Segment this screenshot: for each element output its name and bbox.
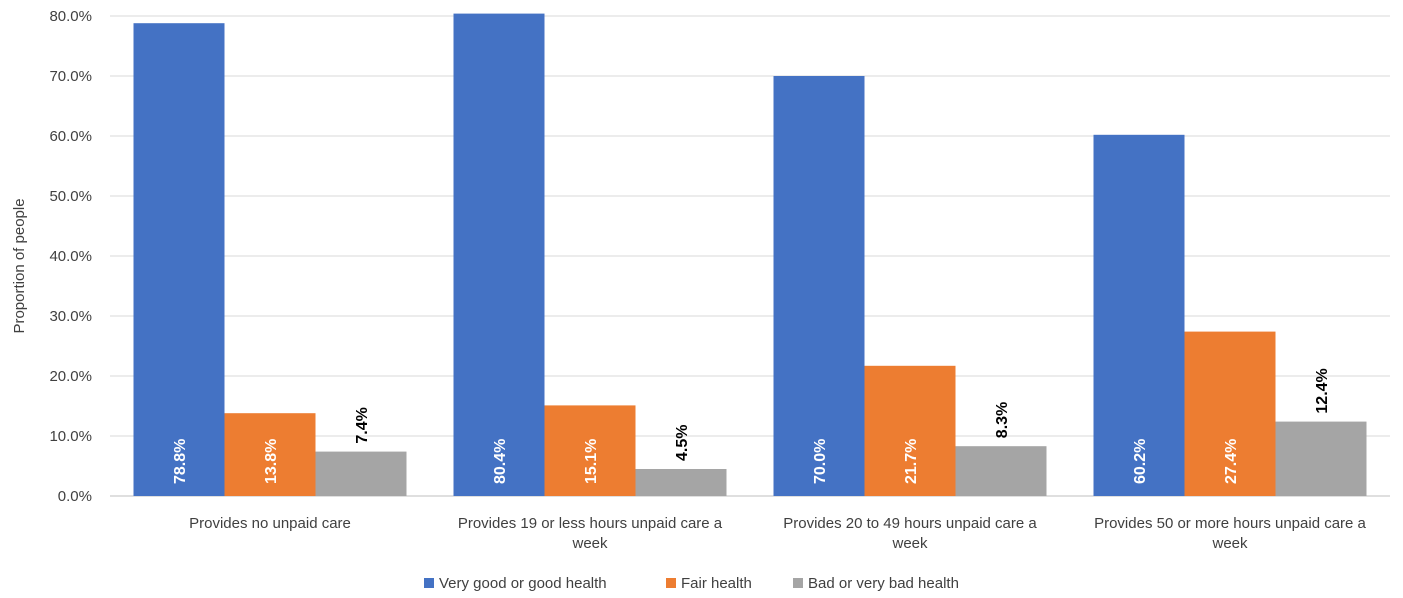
gridlines (110, 15, 1390, 497)
bar (453, 13, 545, 496)
category-label-line: Provides 19 or less hours unpaid care a (458, 515, 723, 532)
bar (544, 405, 636, 496)
data-label: 13.8% (263, 439, 280, 484)
bar (315, 451, 407, 496)
data-label: 78.8% (172, 439, 189, 484)
category-label-line: week (571, 535, 608, 552)
category-label: Provides 20 to 49 hours unpaid care a wee… (783, 515, 1037, 552)
bars: 78.8% 13.8% 7.4% 80.4% 15.1% 4.5% 70.0% 21.7% 8.… (133, 13, 1367, 497)
data-label: 12.4% (1314, 368, 1331, 413)
data-label: 60.2% (1132, 439, 1149, 484)
bar (773, 76, 865, 496)
bar (864, 365, 956, 496)
y-tick-label: 10.0% (49, 428, 92, 445)
legend-label: Very good or good health (439, 575, 607, 592)
data-label: 70.0% (812, 439, 829, 484)
category-label-line: Provides no unpaid care (189, 515, 351, 532)
data-label: 80.4% (492, 439, 509, 484)
bar (224, 413, 316, 496)
data-label: 27.4% (1223, 439, 1240, 484)
y-tick-label: 70.0% (49, 68, 92, 85)
data-label: 7.4% (354, 407, 371, 443)
bar (1093, 134, 1185, 497)
y-axis-label: Proportion of people (11, 198, 28, 333)
bar (133, 23, 225, 496)
bar (1275, 421, 1367, 496)
y-axis-ticks: 0.0% 10.0% 20.0% 30.0% 40.0% 50.0% 60.0% 70.0% 8… (49, 8, 92, 505)
legend-swatch (793, 578, 803, 588)
category-label-line: week (891, 535, 928, 552)
data-label: 8.3% (994, 402, 1011, 438)
bar (955, 446, 1047, 496)
category-label: Provides 19 or less hours unpaid care a w… (458, 515, 723, 552)
y-tick-label: 40.0% (49, 248, 92, 265)
category-label-line: week (1211, 535, 1248, 552)
data-label: 21.7% (903, 439, 920, 484)
data-label: 4.5% (674, 425, 691, 461)
y-tick-label: 50.0% (49, 188, 92, 205)
y-tick-label: 80.0% (49, 8, 92, 25)
category-label: Provides no unpaid care (189, 515, 351, 532)
y-tick-label: 20.0% (49, 368, 92, 385)
legend-swatch (424, 578, 434, 588)
legend-label: Bad or very bad health (808, 575, 959, 592)
category-label-line: Provides 20 to 49 hours unpaid care a (783, 515, 1037, 532)
legend: Very good or good health Fair health Bad o… (424, 575, 959, 592)
bar (635, 469, 727, 496)
y-tick-label: 60.0% (49, 128, 92, 145)
bar (1184, 331, 1276, 496)
y-tick-label: 30.0% (49, 308, 92, 325)
legend-label: Fair health (681, 575, 752, 592)
category-label-line: Provides 50 or more hours unpaid care a (1094, 515, 1366, 532)
data-label: 15.1% (583, 439, 600, 484)
category-label: Provides 50 or more hours unpaid care a w… (1094, 515, 1366, 552)
legend-swatch (666, 578, 676, 588)
y-tick-label: 0.0% (58, 488, 92, 505)
x-axis-categories: Provides no unpaid care Provides 19 or le… (189, 515, 1366, 552)
